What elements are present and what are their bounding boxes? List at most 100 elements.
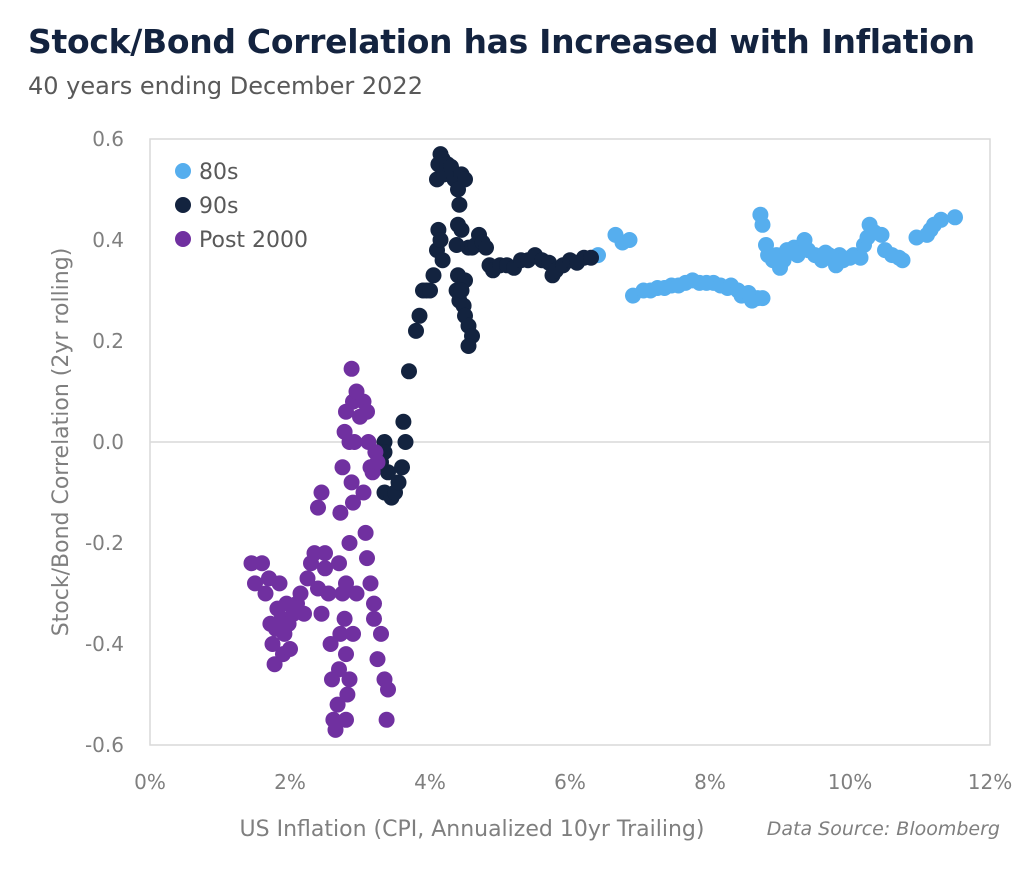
data-point [292, 585, 309, 602]
y-tick-label: -0.2 [85, 531, 124, 555]
x-tick-label: 10% [828, 770, 872, 794]
chart-subtitle: 40 years ending December 2022 [28, 72, 423, 100]
data-point [357, 524, 374, 541]
data-point [947, 209, 963, 226]
data-point [346, 434, 363, 450]
data-point [933, 211, 949, 228]
data-point [345, 494, 361, 511]
data-point [425, 267, 442, 284]
data-point [322, 636, 339, 652]
data-point [380, 464, 396, 481]
x-axis-ticks: 0% 2% 4% 6% 8% 10% 12% [134, 770, 1012, 794]
data-point [397, 434, 414, 450]
y-tick-label: 0.0 [92, 430, 124, 454]
y-tick-label: 0.4 [92, 228, 124, 252]
data-point [873, 226, 890, 243]
data-point [299, 570, 316, 587]
data-point [754, 216, 771, 233]
data-point [366, 610, 382, 627]
data-point [271, 575, 288, 592]
series-post-2000 [243, 360, 396, 738]
series-90s [373, 146, 599, 506]
data-point [451, 196, 468, 213]
data-point [331, 555, 347, 572]
data-point [336, 610, 353, 627]
data-point [894, 252, 911, 269]
data-point [401, 363, 417, 380]
x-tick-label: 6% [554, 770, 586, 794]
x-tick-label: 12% [968, 770, 1012, 794]
data-point [332, 625, 349, 642]
data-point [460, 338, 477, 354]
data-point [422, 282, 438, 299]
data-point [411, 307, 428, 324]
data-point [366, 595, 382, 612]
data-point [394, 459, 410, 476]
data-point [296, 605, 312, 622]
data-point [338, 646, 354, 663]
data-point [380, 681, 396, 698]
data-source-note: Data Source: Bloomberg [766, 818, 1000, 840]
data-point [310, 499, 326, 516]
x-tick-label: 4% [414, 770, 446, 794]
data-point [453, 282, 470, 299]
data-point [359, 403, 375, 420]
data-point [457, 171, 473, 188]
series-80s [590, 206, 963, 309]
data-point [257, 585, 274, 602]
x-axis-label: US Inflation (CPI, Annualized 10yr Trail… [240, 817, 705, 842]
data-point [369, 651, 386, 668]
data-point [408, 322, 424, 339]
legend-marker [175, 163, 191, 179]
legend-marker [175, 231, 191, 247]
y-tick-label: -0.4 [85, 632, 124, 656]
data-point [317, 545, 333, 562]
data-point [395, 413, 412, 430]
data-point [341, 535, 358, 551]
data-point [313, 605, 330, 622]
data-point [369, 454, 386, 471]
x-tick-label: 8% [694, 770, 726, 794]
data-point [247, 575, 263, 592]
data-point [355, 484, 372, 501]
data-point [343, 360, 360, 377]
data-point [317, 560, 333, 577]
y-tick-label: 0.6 [92, 127, 124, 151]
data-points [243, 146, 963, 738]
data-point [362, 575, 379, 592]
data-point [338, 711, 354, 728]
data-point [334, 459, 351, 476]
data-point [320, 585, 337, 602]
data-point [345, 625, 361, 642]
y-tick-label: 0.2 [92, 329, 124, 353]
data-point [313, 484, 330, 501]
data-point [378, 711, 395, 728]
y-axis-ticks: 0.6 0.4 0.2 0.0 -0.2 -0.4 -0.6 [85, 127, 124, 757]
legend-marker [175, 197, 191, 213]
data-point [373, 625, 389, 642]
data-point [338, 575, 354, 592]
data-point [254, 555, 270, 572]
data-point [282, 641, 298, 657]
data-point [331, 661, 347, 678]
x-tick-label: 2% [274, 770, 306, 794]
data-point [453, 221, 470, 238]
data-point [432, 232, 449, 248]
data-point [448, 237, 465, 253]
data-point [852, 249, 869, 266]
legend: 80s 90s Post 2000 [175, 160, 308, 253]
data-point [327, 721, 344, 738]
chart-title: Stock/Bond Correlation has Increased wit… [28, 22, 975, 61]
data-point [339, 686, 356, 703]
data-point [478, 239, 494, 256]
data-point [343, 474, 360, 491]
data-point [329, 696, 346, 713]
legend-label: Post 2000 [199, 228, 308, 253]
data-point [621, 232, 638, 248]
data-point [754, 290, 771, 307]
legend-label: 80s [199, 160, 238, 185]
data-point [359, 550, 375, 567]
legend-label: 90s [199, 194, 238, 219]
data-point [332, 504, 349, 521]
